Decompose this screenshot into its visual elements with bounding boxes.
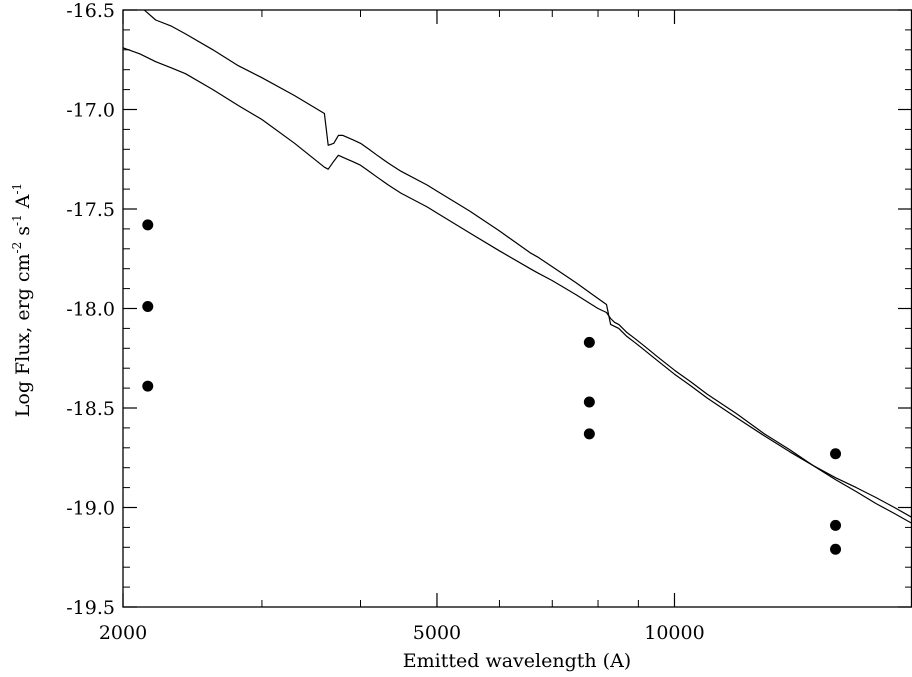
y-axis-title-superscript: -2 bbox=[10, 242, 24, 254]
x-tick-label: 10000 bbox=[644, 622, 704, 644]
data-point bbox=[142, 380, 154, 392]
spectrum-line-1 bbox=[143, 10, 912, 519]
data-point bbox=[583, 336, 595, 348]
x-tick-label: 2000 bbox=[99, 622, 147, 644]
spectrum-line-2 bbox=[123, 47, 912, 524]
y-tick-label: -18.5 bbox=[66, 398, 115, 420]
x-axis-title: Emitted wavelength (A) bbox=[403, 650, 631, 672]
y-axis-title-part: Log Flux, erg cm bbox=[12, 253, 34, 417]
plot-area bbox=[122, 9, 912, 608]
data-point bbox=[583, 396, 595, 408]
y-tick-label: -19.5 bbox=[66, 597, 115, 619]
data-point bbox=[142, 219, 154, 231]
y-axis-title-part: A bbox=[12, 194, 34, 214]
y-axis-title-superscript: -1 bbox=[10, 214, 24, 226]
data-point bbox=[583, 428, 595, 440]
x-tick-label: 5000 bbox=[413, 622, 461, 644]
y-tick-label: -18.0 bbox=[66, 299, 115, 321]
y-tick-label: -17.0 bbox=[66, 100, 115, 122]
x-axis: 2000 5000 10000 bbox=[99, 10, 912, 644]
y-axis: -16.5 -17.0 -17.5 -18.0 -18.5 -19.0 -19.5 bbox=[66, 0, 912, 619]
data-point bbox=[142, 301, 154, 313]
data-point bbox=[830, 543, 842, 555]
plot-frame bbox=[122, 9, 912, 608]
y-axis-title-superscript: -1 bbox=[10, 183, 24, 195]
y-axis-title-part: s bbox=[12, 226, 34, 242]
y-axis-title: Log Flux, erg cm-2 s-1 A-1 bbox=[10, 183, 34, 417]
data-point bbox=[830, 519, 842, 531]
y-tick-label: -19.0 bbox=[66, 498, 115, 520]
y-tick-label: -16.5 bbox=[66, 0, 115, 22]
data-point bbox=[830, 448, 842, 460]
y-tick-label: -17.5 bbox=[66, 199, 115, 221]
